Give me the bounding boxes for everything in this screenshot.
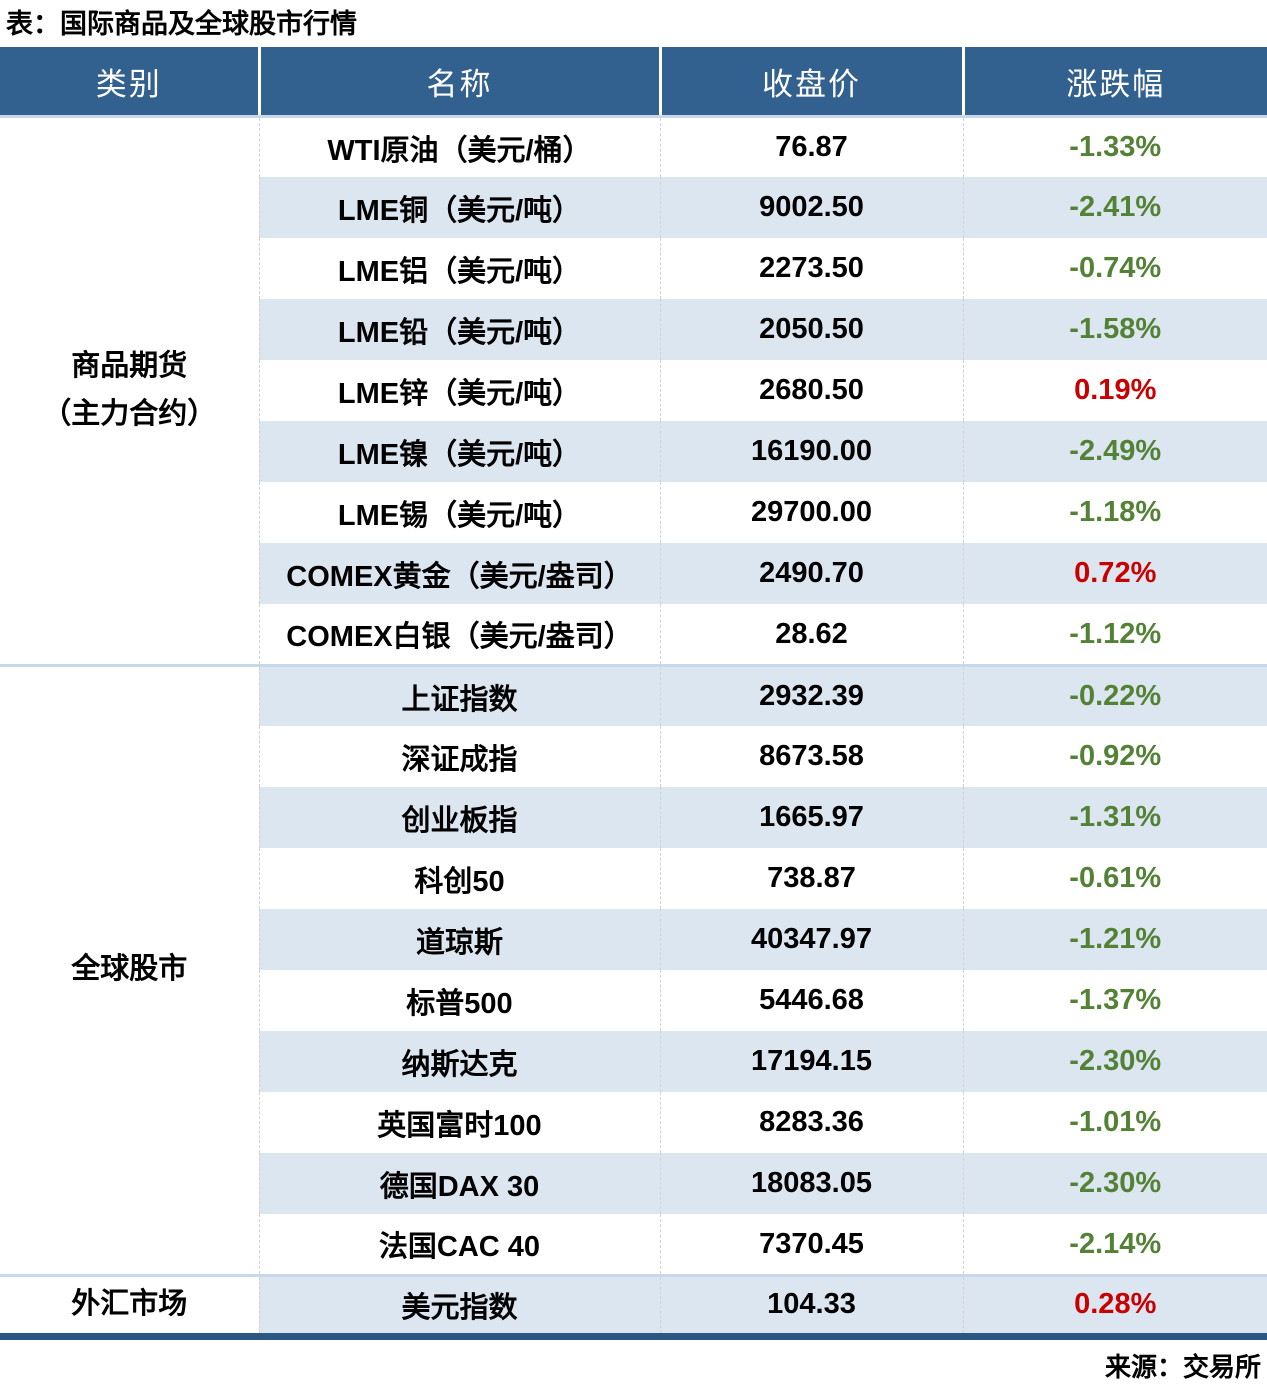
name-cell: LME锌（美元/吨） — [258, 360, 660, 422]
close-cell: 2490.70 — [659, 543, 963, 605]
close-cell: 28.62 — [659, 604, 963, 666]
change-cell: -2.49% — [962, 421, 1267, 483]
change-cell: -1.01% — [962, 1092, 1267, 1154]
header-change: 涨跌幅 — [961, 47, 1267, 118]
close-cell: 9002.50 — [659, 177, 963, 239]
table-row: 创业板指 1665.97 -1.31% — [0, 787, 1267, 849]
table-row: LME锌（美元/吨） 2680.50 0.19% — [0, 360, 1267, 422]
name-cell: 纳斯达克 — [258, 1031, 660, 1093]
close-cell: 8673.58 — [659, 726, 963, 788]
table-row: LME锡（美元/吨） 29700.00 -1.18% — [0, 482, 1267, 544]
change-cell: 0.19% — [962, 360, 1267, 422]
change-cell: -1.37% — [962, 970, 1267, 1032]
table-row: 德国DAX 30 18083.05 -2.30% — [0, 1153, 1267, 1215]
change-cell: 0.72% — [962, 543, 1267, 605]
change-cell: -0.74% — [962, 238, 1267, 300]
change-cell: -1.21% — [962, 909, 1267, 971]
table-row: LME铝（美元/吨） 2273.50 -0.74% — [0, 238, 1267, 300]
table-row: 英国富时100 8283.36 -1.01% — [0, 1092, 1267, 1154]
category-cell-commodities: 商品期货 （主力合约） — [0, 116, 259, 666]
close-cell: 8283.36 — [659, 1092, 963, 1154]
close-cell: 1665.97 — [659, 787, 963, 849]
name-cell: 英国富时100 — [258, 1092, 660, 1154]
category-cell-global-stocks: 全球股市 — [0, 663, 259, 1276]
name-cell: 道琼斯 — [258, 909, 660, 971]
table-row: 商品期货 （主力合约） WTI原油（美元/桶） 76.87 -1.33% — [0, 116, 1267, 666]
change-cell: -2.30% — [962, 1153, 1267, 1215]
name-cell: LME铝（美元/吨） — [258, 238, 660, 300]
table-row: 纳斯达克 17194.15 -2.30% — [0, 1031, 1267, 1093]
close-cell: 76.87 — [659, 116, 963, 178]
name-cell: LME铜（美元/吨） — [258, 177, 660, 239]
change-cell: -2.41% — [962, 177, 1267, 239]
name-cell: WTI原油（美元/桶） — [258, 116, 660, 178]
name-cell: 法国CAC 40 — [258, 1214, 660, 1276]
page-title: 表：国际商品及全球股市行情 — [6, 9, 357, 39]
change-cell: -1.31% — [962, 787, 1267, 849]
table-row: 全球股市 上证指数 2932.39 -0.22% — [0, 663, 1267, 1276]
close-cell: 5446.68 — [659, 970, 963, 1032]
table-row: 外汇市场 美元指数 104.33 0.28% — [0, 1273, 1267, 1337]
name-cell: 创业板指 — [258, 787, 660, 849]
header-name: 名称 — [257, 47, 660, 118]
table-row: 科创50 738.87 -0.61% — [0, 848, 1267, 910]
name-cell: COMEX白银（美元/盎司） — [258, 604, 660, 666]
name-cell: 上证指数 — [258, 663, 660, 727]
close-cell: 2050.50 — [659, 299, 963, 361]
name-cell: 美元指数 — [258, 1273, 660, 1337]
header-category: 类别 — [0, 47, 259, 118]
table-row: LME铜（美元/吨） 9002.50 -2.41% — [0, 177, 1267, 239]
table-row: LME铅（美元/吨） 2050.50 -1.58% — [0, 299, 1267, 361]
close-cell: 104.33 — [659, 1273, 963, 1337]
table-row: LME镍（美元/吨） 16190.00 -2.49% — [0, 421, 1267, 483]
change-cell: -0.61% — [962, 848, 1267, 910]
table-row: 深证成指 8673.58 -0.92% — [0, 726, 1267, 788]
change-cell: -2.14% — [962, 1214, 1267, 1276]
table-row: 道琼斯 40347.97 -1.21% — [0, 909, 1267, 971]
change-cell: -1.12% — [962, 604, 1267, 666]
close-cell: 2680.50 — [659, 360, 963, 422]
table-row: COMEX黄金（美元/盎司） 2490.70 0.72% — [0, 543, 1267, 605]
name-cell: 深证成指 — [258, 726, 660, 788]
name-cell: 科创50 — [258, 848, 660, 910]
close-cell: 17194.15 — [659, 1031, 963, 1093]
source-note: 来源：交易所 — [1104, 1351, 1261, 1382]
change-cell: -0.92% — [962, 726, 1267, 788]
name-cell: 德国DAX 30 — [258, 1153, 660, 1215]
close-cell: 2932.39 — [659, 663, 963, 727]
name-cell: 标普500 — [258, 970, 660, 1032]
table-row: 法国CAC 40 7370.45 -2.14% — [0, 1214, 1267, 1276]
change-cell: -2.30% — [962, 1031, 1267, 1093]
name-cell: COMEX黄金（美元/盎司） — [258, 543, 660, 605]
name-cell: LME铅（美元/吨） — [258, 299, 660, 361]
close-cell: 738.87 — [659, 848, 963, 910]
category-cell-forex: 外汇市场 — [0, 1273, 259, 1337]
close-cell: 29700.00 — [659, 482, 963, 544]
change-cell: -1.58% — [962, 299, 1267, 361]
header-row: 类别 名称 收盘价 涨跌幅 — [0, 47, 1267, 118]
close-cell: 16190.00 — [659, 421, 963, 483]
close-cell: 18083.05 — [659, 1153, 963, 1215]
close-cell: 7370.45 — [659, 1214, 963, 1276]
change-cell: -1.18% — [962, 482, 1267, 544]
header-close: 收盘价 — [658, 47, 963, 118]
table-row: 标普500 5446.68 -1.37% — [0, 970, 1267, 1032]
change-cell: 0.28% — [962, 1273, 1267, 1337]
table-row: COMEX白银（美元/盎司） 28.62 -1.12% — [0, 604, 1267, 666]
market-quotes-table: 类别 名称 收盘价 涨跌幅 商品期货 （主力合约） WTI原油（美元/桶） 76… — [0, 47, 1267, 1340]
name-cell: LME锡（美元/吨） — [258, 482, 660, 544]
close-cell: 2273.50 — [659, 238, 963, 300]
change-cell: -1.33% — [962, 116, 1267, 178]
name-cell: LME镍（美元/吨） — [258, 421, 660, 483]
change-cell: -0.22% — [962, 663, 1267, 727]
close-cell: 40347.97 — [659, 909, 963, 971]
